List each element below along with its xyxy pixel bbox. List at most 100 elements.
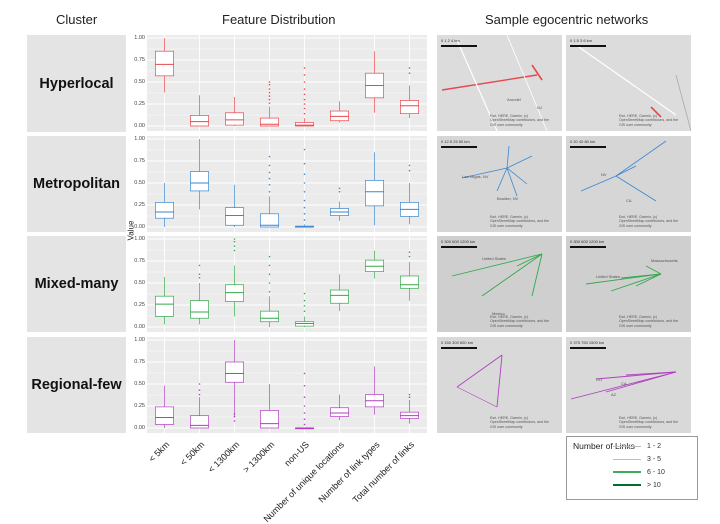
network-map-5: 0 300 600 1200 km United States Mexico Esri… — [437, 236, 562, 332]
outlier-point — [268, 98, 271, 101]
box-iqr — [260, 410, 279, 429]
map-place-label: Mexico — [492, 311, 505, 316]
outlier-point — [198, 264, 201, 267]
y-tick-label: 0.25 — [134, 402, 145, 409]
network-map-2: 0 1.5 3 6 km Esri, HERE, Garmin, (c) Open… — [566, 35, 691, 131]
outlier-point — [303, 423, 306, 426]
network-link — [506, 167, 518, 197]
scale-bar — [441, 347, 477, 349]
map-place-label: United States — [596, 274, 621, 279]
outlier-point — [338, 191, 341, 193]
network-link — [675, 74, 691, 131]
boxplot-panel-hyperlocal — [147, 35, 427, 131]
box-iqr — [155, 50, 174, 77]
outlier-point — [303, 372, 306, 375]
networks-header: Sample egocentric networks — [485, 12, 649, 27]
box-metropolitan-1 — [190, 139, 209, 210]
outlier-point — [303, 182, 306, 184]
outlier-point — [303, 103, 306, 105]
scale-bar — [570, 347, 606, 349]
map-place-label: Las Vegas, NV — [462, 174, 489, 179]
box-hyperlocal-3 — [260, 81, 279, 127]
y-tick-label: 0.75 — [134, 257, 145, 264]
outlier-point — [303, 310, 306, 312]
box-iqr — [155, 406, 174, 425]
outlier-point — [303, 213, 306, 215]
box-regional-few-1 — [190, 383, 209, 429]
y-tick-label: 0.25 — [134, 301, 145, 308]
y-tick-label: 0.50 — [134, 380, 145, 387]
network-link — [531, 253, 543, 297]
box-mixed-many-7 — [400, 251, 419, 301]
network-link — [506, 35, 548, 131]
outlier-point — [303, 98, 306, 101]
box-iqr — [190, 171, 209, 192]
outlier-point — [233, 413, 236, 415]
outlier-point — [408, 72, 411, 74]
box-metropolitan-5 — [330, 187, 349, 221]
network-map-3: 0 12.5 25 50 km Las Vegas, NV Boulder, NV E… — [437, 136, 562, 232]
network-link — [531, 64, 543, 81]
map-place-label: CA — [626, 198, 632, 203]
outlier-point — [303, 219, 306, 221]
outlier-point — [408, 251, 411, 253]
network-link — [441, 74, 538, 91]
legend-swatch — [613, 484, 641, 487]
box-hyperlocal-5 — [330, 101, 349, 123]
box-mixed-many-2 — [225, 238, 244, 317]
y-tick-label: 1.00 — [134, 34, 145, 41]
y-tick-label: 0.25 — [134, 100, 145, 107]
box-hyperlocal-6 — [365, 51, 384, 113]
legend-item: 1 - 2 — [613, 443, 693, 450]
box-regional-few-2 — [225, 340, 244, 422]
scale-bar — [441, 146, 477, 148]
legend-swatch — [613, 471, 641, 473]
box-regional-few-5 — [330, 394, 349, 421]
box-metropolitan-2 — [225, 184, 244, 227]
outlier-point — [303, 206, 306, 209]
box-iqr — [190, 115, 209, 127]
map-canvas — [441, 347, 503, 408]
y-tick-label: 0.00 — [134, 122, 145, 129]
network-link — [635, 273, 662, 287]
network-link — [610, 273, 662, 292]
outlier-point — [303, 74, 306, 76]
box-metropolitan-4 — [295, 148, 314, 228]
map-attribution: Esri, HERE, Garmin, (c) OpenStreetMap co… — [490, 415, 550, 429]
outlier-point — [233, 245, 236, 247]
outlier-point — [408, 396, 411, 398]
outlier-point — [303, 396, 306, 398]
map-place-label: AZ — [611, 392, 617, 397]
map-place-label: Boulder, NV — [497, 196, 519, 201]
network-link — [516, 253, 543, 267]
box-iqr — [155, 295, 174, 317]
box-iqr — [365, 180, 384, 207]
y-tick-label: 0.25 — [134, 201, 145, 208]
outlier-point — [408, 255, 411, 258]
outlier-point — [268, 155, 271, 158]
network-link — [481, 253, 543, 297]
y-tick-label: 0.00 — [134, 323, 145, 330]
x-tick-label: < 5km — [146, 439, 171, 465]
box-iqr — [225, 112, 244, 126]
outlier-point — [233, 240, 236, 243]
network-map-7: 0 150 300 600 km Esri, HERE, Garmin, (c) … — [437, 337, 562, 433]
boxplot-panel-regional-few — [147, 337, 427, 433]
outlier-point — [303, 93, 306, 96]
network-link — [615, 175, 657, 202]
legend: Number of Links 1 - 2 3 - 5 6 - 10 > 10 — [566, 436, 698, 500]
outlier-point — [198, 383, 201, 385]
y-tick-label: 0.00 — [134, 424, 145, 431]
box-hyperlocal-7 — [400, 67, 419, 119]
outlier-point — [268, 171, 271, 174]
scale-label: 0 1 2 4 km — [441, 38, 460, 43]
box-mixed-many-1 — [190, 264, 209, 325]
outlier-point — [303, 162, 306, 165]
scale-label: 0 1.5 3 6 km — [570, 38, 593, 43]
y-tick-label: 0.75 — [134, 157, 145, 164]
outlier-point — [198, 273, 201, 275]
box-iqr — [225, 361, 244, 383]
outlier-point — [303, 88, 306, 90]
box-iqr — [330, 289, 349, 304]
box-hyperlocal-0 — [155, 38, 174, 93]
